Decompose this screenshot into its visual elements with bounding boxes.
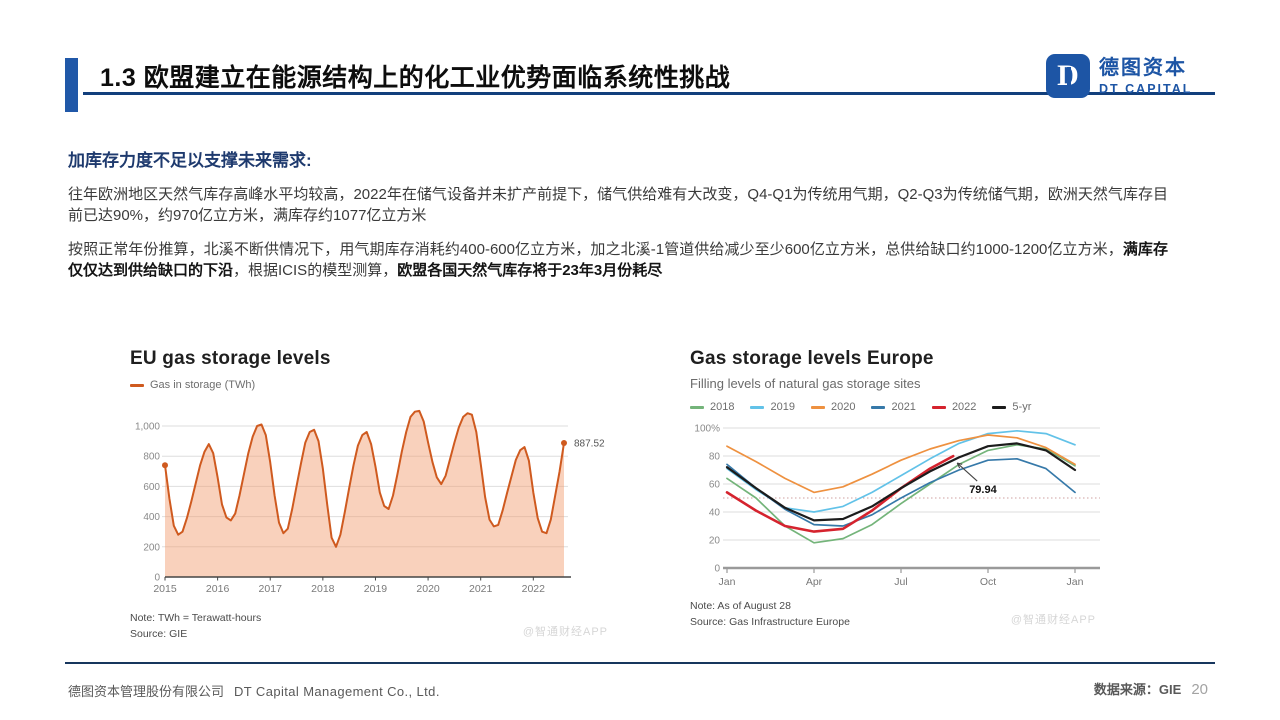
svg-text:79.94: 79.94 — [969, 484, 997, 496]
svg-text:40: 40 — [709, 508, 721, 519]
svg-text:800: 800 — [143, 452, 160, 463]
logo-text: 德图资本 DT CAPITAL — [1099, 57, 1192, 96]
eu-gas-storage-chart: 0 200 400 600 800 1,000 2015 2016 2017 2018 2019 20… — [135, 409, 605, 595]
chart-title-right: Gas storage levels Europe — [690, 348, 934, 369]
watermark-left: @智通财经APP — [522, 626, 608, 639]
legend-item-2018: 2018 — [690, 401, 734, 413]
legend-item-2021: 2021 — [871, 401, 916, 413]
eu-gas-storage-chart-card: EU gas storage levels Gas in storage (TW… — [130, 348, 620, 643]
gas-storage-europe-chart: 0 20 40 60 80 100% Jan Apr Jul Oct Jan 79.94 — [694, 424, 1100, 588]
svg-text:887.52: 887.52 — [574, 438, 605, 449]
svg-text:0: 0 — [714, 564, 720, 575]
chart-notes-right: Note: As of August 28 Source: Gas Infras… — [690, 598, 1114, 631]
footer-right: 数据来源：GIE 20 — [1094, 679, 1208, 698]
footer-source: 数据来源：GIE — [1093, 682, 1182, 697]
svg-text:100%: 100% — [694, 424, 720, 435]
company-logo: D 德图资本 DT CAPITAL — [1046, 54, 1192, 98]
paragraph-2-seg1: 按照正常年份推算，北溪不断供情况下，用气期库存消耗约400-600亿立方米，加之… — [68, 241, 1123, 258]
legend-dash-icon — [750, 405, 765, 409]
paragraph-2-seg4-bold: 欧盟各国天然气库存将于23年3月份耗尽 — [397, 262, 663, 279]
svg-text:Apr: Apr — [806, 576, 823, 588]
svg-text:Jan: Jan — [1067, 576, 1084, 588]
chart-subtitle-right: Filling levels of natural gas storage si… — [690, 376, 921, 391]
paragraph-2-seg2-bold: 满库存仅仅达到供给缺口的下沿 — [68, 241, 1168, 279]
svg-text:2022: 2022 — [522, 583, 546, 595]
legend-dash-icon — [931, 405, 946, 409]
chart-source-left: Source: GIE — [130, 628, 188, 641]
chart-note-right: Note: As of August 28 — [690, 600, 791, 612]
legend-dash-icon — [992, 405, 1007, 409]
svg-text:2020: 2020 — [416, 583, 440, 595]
svg-text:2017: 2017 — [259, 583, 283, 595]
page-title: 1.3 欧盟建立在能源结构上的化工业优势面临系统性挑战 — [100, 64, 731, 92]
logo-name-cn: 德图资本 — [1099, 56, 1187, 79]
footer-divider — [65, 662, 1215, 664]
svg-text:600: 600 — [143, 482, 160, 493]
footer-company: 德图资本管理股份有限公司 DT Capital Management Co., L… — [68, 681, 440, 700]
chart-title-left: EU gas storage levels — [130, 348, 331, 369]
svg-text:400: 400 — [143, 512, 160, 523]
footer-company-cn: 德图资本管理股份有限公司 — [68, 684, 225, 699]
legend-dash-icon — [130, 383, 144, 387]
chart-note-left: Note: TWh = Terawatt-hours — [130, 612, 262, 624]
legend-dash-icon — [810, 405, 825, 409]
legend-dash-icon — [871, 405, 886, 409]
chart-legend-left: Gas in storage (TWh) — [130, 379, 620, 391]
title-accent-bar — [65, 58, 78, 112]
footer-company-en: DT Capital Management Co., Ltd. — [234, 684, 440, 699]
svg-text:2018: 2018 — [311, 583, 335, 595]
legend-item-gas-in-storage-(twh): Gas in storage (TWh) — [130, 379, 255, 391]
dt-logo-icon: D — [1046, 54, 1090, 98]
paragraph-2: 按照正常年份推算，北溪不断供情况下，用气期库存消耗约400-600亿立方米，加之… — [68, 239, 1168, 281]
svg-text:2021: 2021 — [469, 583, 493, 595]
section-heading: 加库存力度不足以支撑未来需求: — [68, 151, 312, 170]
chart-notes-left: Note: TWh = Terawatt-hours Source: GIE @… — [130, 610, 620, 643]
svg-text:2019: 2019 — [364, 583, 388, 595]
svg-text:80: 80 — [709, 452, 721, 463]
paragraph-2-seg3: ，根据ICIS的模型测算， — [233, 262, 398, 279]
chart-source-right: Source: Gas Infrastructure Europe — [690, 616, 850, 629]
paragraph-1: 往年欧洲地区天然气库存高峰水平均较高，2022年在储气设备并未扩产前提下，储气供… — [68, 186, 1168, 224]
watermark-right: @智通财经APP — [1010, 614, 1096, 627]
gas-storage-europe-chart-card: Gas storage levels Europe Filling levels… — [690, 348, 1114, 631]
legend-item-2020: 2020 — [810, 401, 855, 413]
svg-text:200: 200 — [143, 542, 160, 553]
svg-text:Oct: Oct — [980, 576, 996, 588]
legend-item-2022: 2022 — [931, 401, 976, 413]
svg-text:60: 60 — [709, 480, 721, 491]
svg-text:1,000: 1,000 — [135, 422, 160, 433]
page-number: 20 — [1191, 681, 1208, 698]
svg-text:Jan: Jan — [719, 576, 736, 588]
svg-text:Jul: Jul — [894, 576, 907, 588]
chart-legend-right: 2018 2019 2020 2021 2022 5-yr — [690, 401, 1114, 413]
legend-item-2019: 2019 — [750, 401, 795, 413]
legend-item-5-yr: 5-yr — [992, 401, 1031, 413]
logo-name-en: DT CAPITAL — [1099, 81, 1193, 96]
title-underline — [83, 92, 1215, 95]
legend-dash-icon — [690, 405, 704, 409]
svg-text:2016: 2016 — [206, 583, 230, 595]
svg-text:20: 20 — [709, 536, 721, 547]
svg-text:2015: 2015 — [153, 583, 177, 595]
svg-text:0: 0 — [154, 573, 160, 584]
